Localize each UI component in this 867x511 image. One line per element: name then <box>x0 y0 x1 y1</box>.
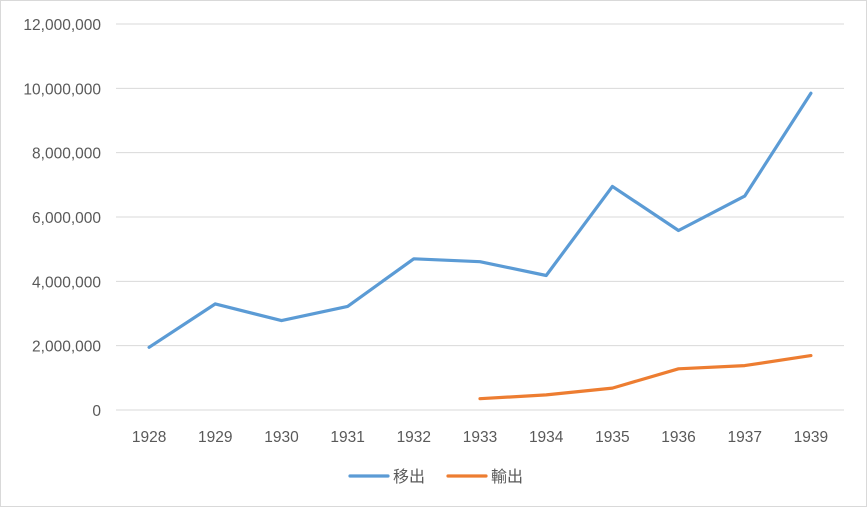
legend-label-1: 移出 <box>393 468 425 486</box>
x-tick-label: 1929 <box>198 429 232 446</box>
x-tick-label: 1939 <box>794 429 828 446</box>
x-tick-label: 1935 <box>595 429 629 446</box>
y-tick-label: 6,000,000 <box>32 210 101 227</box>
series-line-2 <box>478 354 813 401</box>
x-tick-label: 1933 <box>463 429 497 446</box>
gridlines <box>116 23 844 411</box>
x-tick-label: 1937 <box>727 429 761 446</box>
x-tick-label: 1930 <box>264 429 299 446</box>
x-axis-tick-labels: 1928 1929 1930 1931 1932 1933 1934 1935 1936 1937… <box>132 429 828 446</box>
legend: 移出 輸出 <box>348 468 523 486</box>
x-tick-label: 1934 <box>529 429 564 446</box>
y-tick-label: 10,000,000 <box>23 81 101 98</box>
y-tick-label: 8,000,000 <box>32 146 101 163</box>
series-lines <box>147 91 813 401</box>
legend-label-2: 輸出 <box>491 468 523 486</box>
y-tick-label: 12,000,000 <box>23 17 101 34</box>
x-tick-label: 1936 <box>661 429 695 446</box>
y-tick-label: 0 <box>92 403 101 420</box>
y-tick-label: 4,000,000 <box>32 274 101 291</box>
y-axis-tick-labels: 0 2,000,000 4,000,000 6,000,000 8,000,000 10,… <box>23 17 101 420</box>
y-tick-label: 2,000,000 <box>32 339 101 356</box>
x-tick-label: 1932 <box>397 429 431 446</box>
x-tick-label: 1928 <box>132 429 166 446</box>
series-line-1 <box>147 91 813 349</box>
x-tick-label: 1931 <box>330 429 364 446</box>
